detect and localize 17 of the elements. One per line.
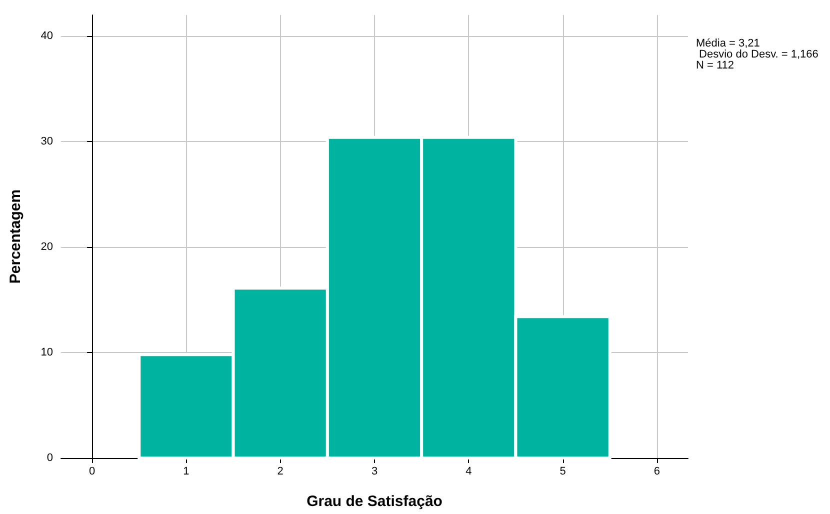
x-tick-label: 4 bbox=[466, 466, 472, 478]
x-tick-label: 6 bbox=[654, 466, 660, 478]
x-tick-label: 3 bbox=[371, 466, 378, 478]
x-tick-label: 2 bbox=[277, 466, 284, 478]
x-tick-label: 0 bbox=[89, 466, 96, 478]
x-tick-label: 1 bbox=[183, 466, 190, 478]
y-tick-label: 30 bbox=[40, 136, 53, 148]
y-tick-label: 40 bbox=[40, 30, 53, 42]
text: N = 112 bbox=[696, 60, 734, 72]
x-tick-label: 5 bbox=[560, 466, 566, 478]
y-tick-label: 10 bbox=[40, 346, 53, 359]
text: Desvio do Desv. = 1,166 bbox=[696, 48, 818, 60]
y-tick-label: 20 bbox=[40, 241, 53, 254]
x-axis-title: Grau de Satisfação bbox=[306, 493, 442, 510]
y-axis-title: Percentagem bbox=[7, 189, 24, 284]
text: Média = 3,21 bbox=[696, 38, 760, 50]
y-tick-label: 0 bbox=[46, 452, 53, 464]
